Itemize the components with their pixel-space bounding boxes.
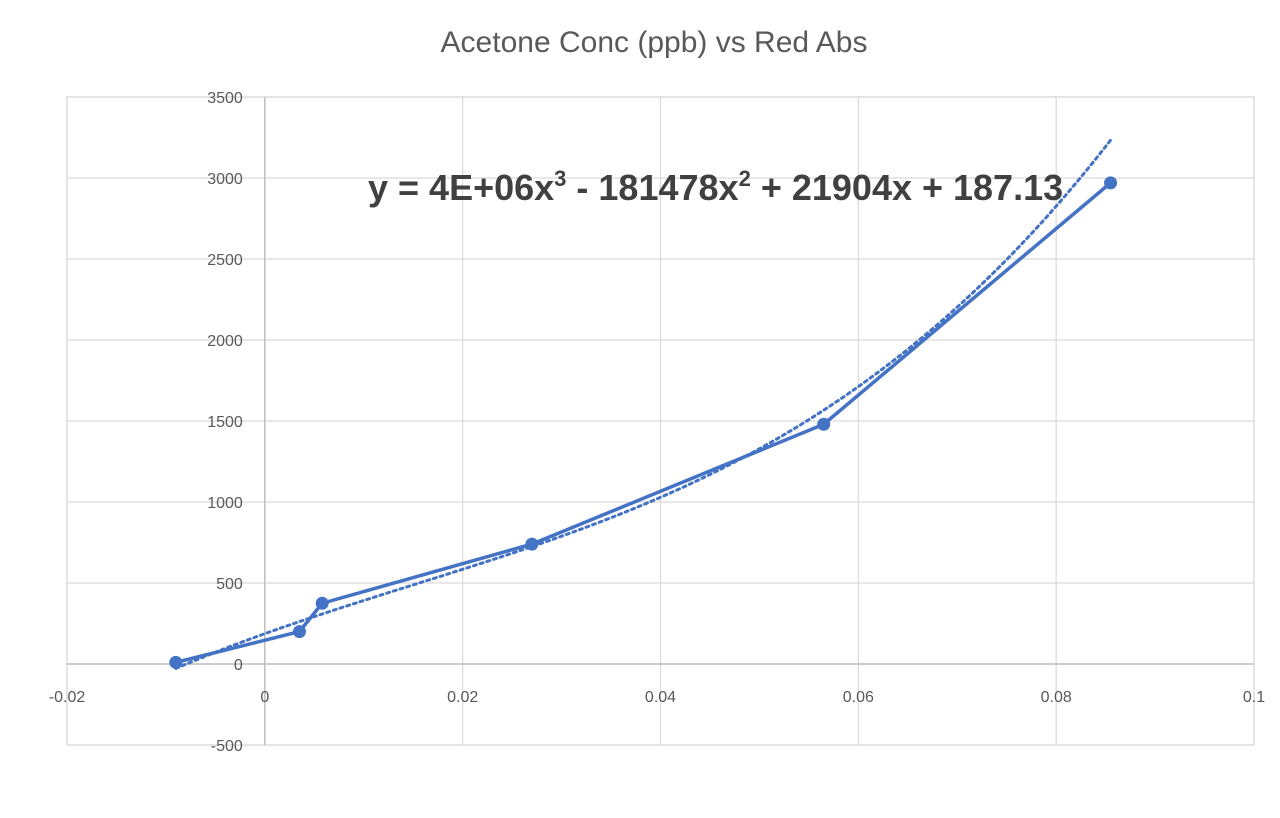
data-point-3 xyxy=(525,537,539,551)
x-tick-label-2: 0.02 xyxy=(447,689,478,706)
y-tick-label-6: 2500 xyxy=(207,252,243,269)
trendline-equation: y = 4E+06x3 - 181478x2 + 21904x + 187.13 xyxy=(368,166,1063,208)
eq-mid: - 181478x xyxy=(566,167,738,208)
eq-tail: + 21904x + 187.13 xyxy=(751,167,1063,208)
x-tick-label-3: 0.04 xyxy=(645,689,676,706)
y-tick-label-1: 0 xyxy=(234,657,243,674)
y-tick-label-7: 3000 xyxy=(207,171,243,188)
x-tick-label-5: 0.08 xyxy=(1041,689,1072,706)
trendline-path xyxy=(174,138,1113,670)
eq-lead: y = 4E+06x xyxy=(368,167,554,208)
y-tick-label-3: 1000 xyxy=(207,495,243,512)
data-point-4 xyxy=(817,417,831,431)
y-tick-label-4: 1500 xyxy=(207,414,243,431)
data-point-2 xyxy=(315,596,329,610)
data-point-0 xyxy=(169,655,183,669)
x-tick-label-1: 0 xyxy=(260,689,269,706)
series-line xyxy=(175,181,1112,665)
data-point-1 xyxy=(292,625,306,639)
axes xyxy=(67,97,1254,745)
series xyxy=(169,176,1118,669)
x-tick-label-0: -0.02 xyxy=(49,689,86,706)
y-tick-label-0: -500 xyxy=(211,738,243,755)
eq-exp2: 2 xyxy=(739,166,751,191)
y-tick-label-5: 2000 xyxy=(207,333,243,350)
tick-labels: -500 0 500 1000 1500 2000 2500 3000 3500 -0.02 0 0.… xyxy=(49,90,1265,755)
y-tick-label-8: 3500 xyxy=(207,90,243,107)
eq-exp3: 3 xyxy=(554,166,566,191)
x-tick-label-6: 0.1 xyxy=(1243,689,1265,706)
y-tick-label-2: 500 xyxy=(216,576,243,593)
x-tick-label-4: 0.06 xyxy=(843,689,874,706)
data-point-5 xyxy=(1104,176,1118,190)
trendline xyxy=(174,138,1113,670)
chart-title: Acetone Conc (ppb) vs Red Abs xyxy=(441,26,868,59)
